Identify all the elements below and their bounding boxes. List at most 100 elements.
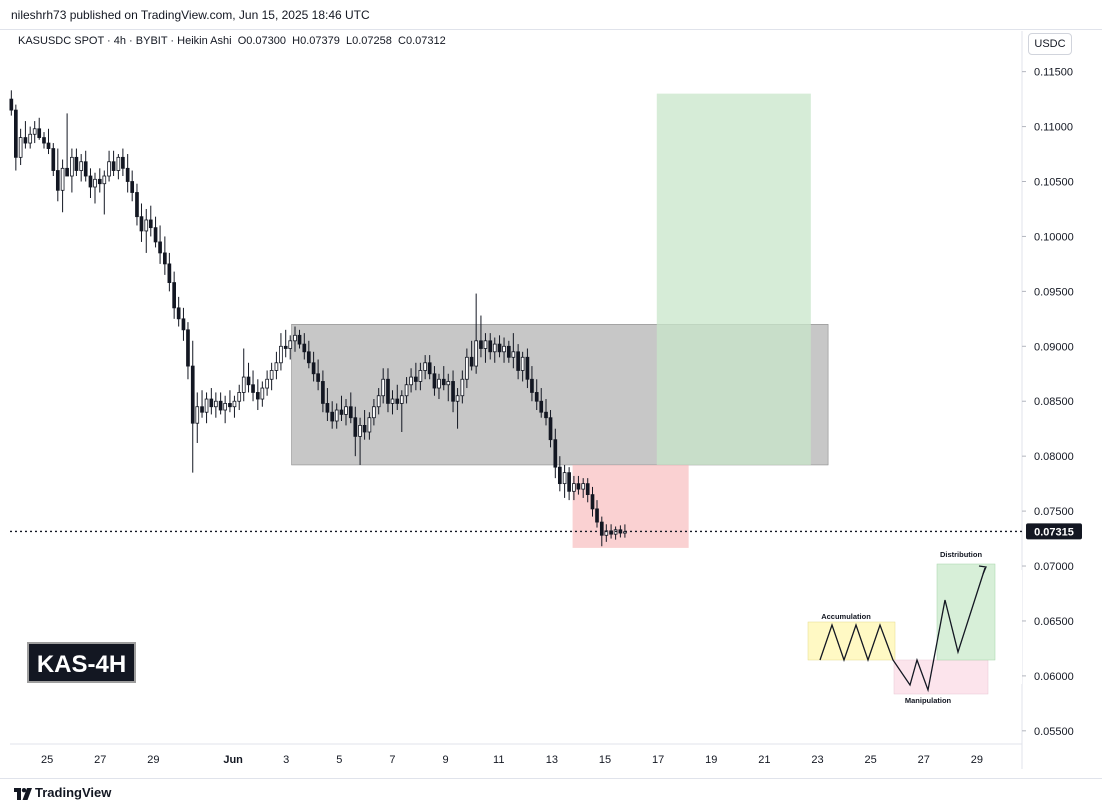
target-zone — [656, 93, 811, 465]
candle-body — [511, 351, 516, 358]
candle — [274, 351, 279, 380]
candle-body — [218, 400, 223, 411]
ohlc-close-label: C — [398, 35, 406, 47]
candle-body — [567, 472, 571, 492]
candle-body — [325, 403, 330, 413]
candle — [214, 392, 218, 418]
candle-body — [9, 98, 14, 111]
candle-body — [116, 156, 121, 171]
candle-body — [353, 417, 358, 437]
candle — [502, 337, 506, 363]
candle — [330, 401, 335, 429]
candle — [460, 370, 465, 404]
candle-body — [200, 406, 204, 413]
candle-body — [279, 345, 283, 364]
candle-body — [42, 137, 46, 144]
candle — [479, 315, 483, 358]
candle — [316, 359, 320, 391]
candle — [386, 368, 390, 413]
candle-body — [441, 378, 446, 386]
y-tick-label: 0.10000 — [1034, 231, 1074, 243]
candle — [195, 392, 200, 443]
candle-body — [246, 376, 251, 386]
candle-body — [474, 340, 478, 367]
candle-body — [427, 362, 432, 375]
last-price-tag — [1026, 523, 1082, 540]
candle — [321, 370, 325, 413]
candle-body — [214, 400, 218, 408]
x-tick-label: 27 — [918, 754, 930, 766]
x-tick-label: 7 — [389, 754, 395, 766]
candle-body — [562, 472, 567, 485]
x-tick-label: 23 — [811, 754, 823, 766]
candle-body — [339, 409, 344, 415]
candle-body — [302, 343, 307, 353]
candle — [372, 399, 376, 426]
candle-body — [74, 156, 79, 171]
candle-body — [483, 340, 488, 349]
candle-body — [158, 241, 162, 254]
timeframe-badge-label: KAS-4H — [37, 651, 126, 678]
candle-body — [599, 521, 604, 536]
x-tick-label: 25 — [41, 754, 53, 766]
candle-body — [107, 161, 111, 177]
tradingview-logo-icon[interactable] — [14, 788, 32, 800]
candle — [497, 335, 502, 358]
candle — [427, 355, 432, 380]
candle — [269, 362, 274, 391]
candle — [125, 154, 130, 193]
x-tick-label: 21 — [758, 754, 770, 766]
candle-body — [265, 378, 269, 389]
candle — [293, 326, 297, 352]
candle — [28, 126, 33, 149]
candle — [93, 172, 97, 204]
candle-body — [348, 406, 353, 419]
candle-body — [544, 411, 548, 419]
candle — [204, 392, 209, 424]
candle — [520, 351, 525, 382]
candle — [548, 410, 553, 448]
candle — [255, 379, 260, 411]
candle — [172, 271, 176, 319]
y-tick-label: 0.07500 — [1034, 506, 1074, 518]
candle-body — [14, 109, 18, 158]
candle — [488, 333, 493, 360]
candle — [209, 388, 214, 415]
candle-body — [557, 466, 562, 485]
candle — [121, 148, 125, 177]
candle — [404, 377, 409, 404]
accumulation-label: Accumulation — [821, 612, 871, 621]
candle-body — [534, 392, 539, 402]
candle — [390, 390, 395, 415]
candle-body — [32, 128, 37, 135]
candle — [97, 168, 102, 193]
currency-button[interactable]: USDC — [1028, 33, 1072, 55]
y-tick-label: 0.08500 — [1034, 396, 1074, 408]
manipulation-label: Manipulation — [905, 696, 952, 705]
candle — [42, 132, 46, 149]
candle-body — [60, 167, 65, 191]
candle-body — [390, 398, 395, 404]
candle-body — [97, 178, 102, 185]
candle-body — [148, 219, 153, 229]
candle — [567, 467, 571, 501]
candle-body — [251, 384, 255, 393]
candle — [232, 395, 237, 418]
candle — [55, 148, 60, 202]
candle — [376, 388, 381, 415]
candle — [297, 329, 302, 349]
x-tick-label: 29 — [147, 754, 159, 766]
candle-body — [255, 392, 260, 400]
candle — [525, 348, 530, 389]
candle — [469, 340, 474, 371]
candle — [465, 348, 469, 389]
candle — [18, 128, 23, 166]
publisher-info: nileshrh73 published on TradingView.com,… — [11, 8, 370, 22]
candle — [358, 417, 362, 465]
candle-body — [46, 142, 51, 149]
x-tick-label: 15 — [599, 754, 611, 766]
candle — [325, 388, 330, 422]
tradingview-brand[interactable]: TradingView — [35, 785, 112, 800]
candle-body — [121, 156, 125, 169]
